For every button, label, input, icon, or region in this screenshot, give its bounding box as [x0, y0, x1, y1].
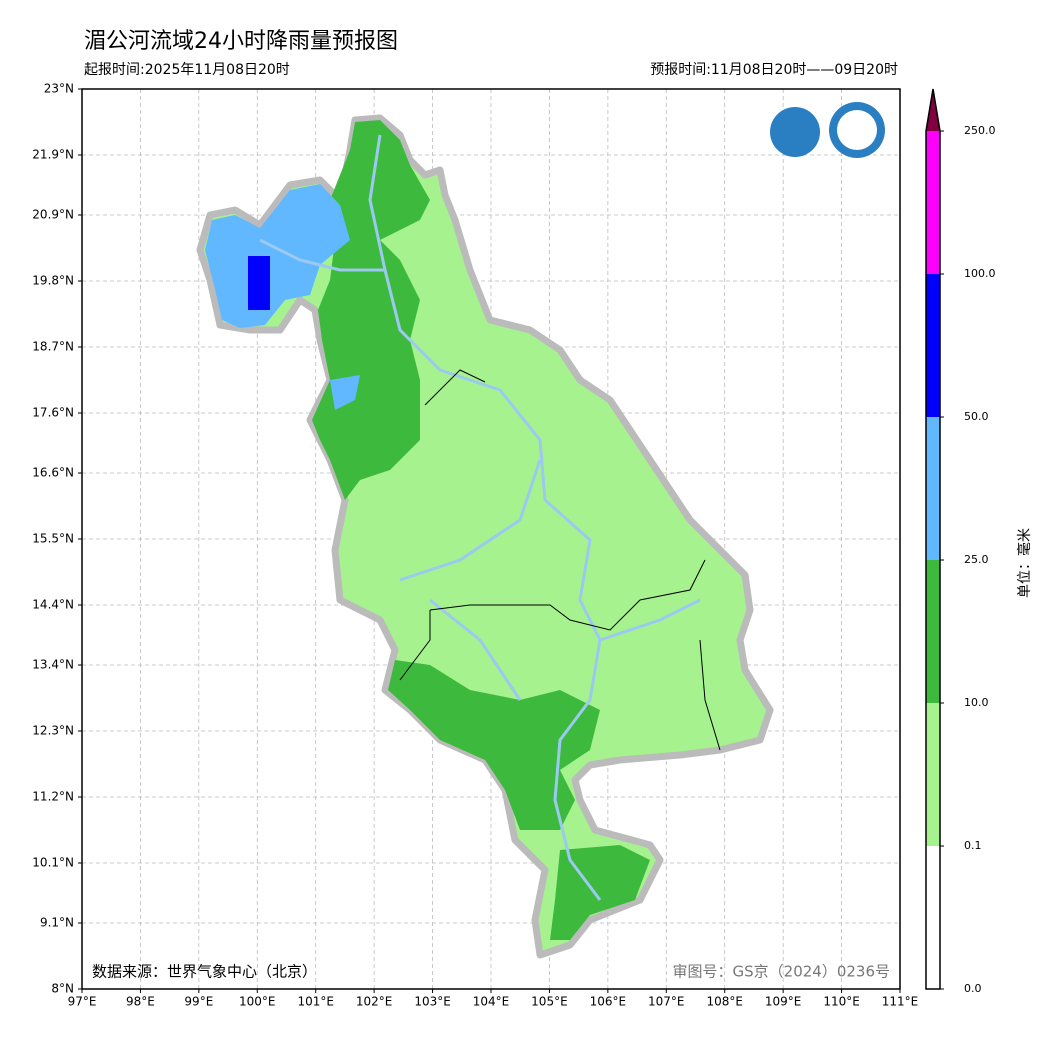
colorbar-segment [926, 560, 940, 703]
rain-10-25 [388, 660, 600, 830]
x-tick-label: 101°E [297, 995, 334, 1009]
y-tick-label: 21.9°N [32, 148, 74, 162]
x-tick-label: 104°E [473, 995, 510, 1009]
y-tick-label: 11.2°N [32, 790, 74, 804]
basin [196, 114, 774, 959]
y-tick-label: 12.3°N [32, 724, 74, 738]
y-tick-label: 15.5°N [32, 532, 74, 546]
colorbar-tick-label: 10.0 [964, 696, 989, 709]
valid-time: 预报时间:11月08日20时——09日20时 [650, 62, 898, 78]
y-tick-label: 20.9°N [32, 208, 74, 222]
colorbar-tick-label: 25.0 [964, 553, 989, 566]
colorbar-segment [926, 274, 940, 417]
x-tick-label: 97°E [68, 995, 97, 1009]
x-tick-label: 107°E [648, 995, 685, 1009]
rain-25-50 [205, 184, 350, 328]
colorbar-extend [926, 89, 940, 131]
y-tick-label: 23°N [44, 82, 74, 96]
y-tick-label: 18.7°N [32, 340, 74, 354]
x-tick-label: 98°E [126, 995, 155, 1009]
rain-10-25 [550, 845, 650, 940]
colorbar-segment [926, 703, 940, 846]
y-tick-label: 8°N [51, 982, 74, 996]
colorbar-label: 单位：毫米 [1016, 528, 1033, 598]
y-tick-label: 16.6°N [32, 466, 74, 480]
borders [399, 369, 721, 751]
y-tick-label: 10.1°N [32, 856, 74, 870]
colorbar-tick-label: 0.1 [964, 839, 982, 852]
data-source: 数据来源：世界气象中心（北京） [92, 963, 317, 981]
colorbar-tick-label: 100.0 [964, 267, 996, 280]
x-tick-label: 106°E [590, 995, 627, 1009]
x-tick-label: 108°E [706, 995, 743, 1009]
y-tick-label: 9.1°N [40, 916, 74, 930]
colorbar-tick-label: 50.0 [964, 410, 989, 423]
issue-time: 起报时间:2025年11月08日20时 [84, 62, 290, 78]
y-tick-label: 14.4°N [32, 598, 74, 612]
colorbar-tick-label: 250.0 [964, 124, 996, 137]
colorbar-tick-label: 0.0 [964, 982, 982, 995]
x-tick-label: 111°E [882, 995, 919, 1009]
cma-logo-inner [837, 110, 877, 150]
x-tick-label: 102°E [356, 995, 393, 1009]
x-tick-label: 109°E [765, 995, 802, 1009]
colorbar-segment [926, 131, 940, 274]
colorbar-segment [926, 417, 940, 560]
review-number: 审图号：GS京（2024）0236号 [673, 963, 891, 981]
x-tick-label: 110°E [823, 995, 860, 1009]
rivers [259, 134, 701, 901]
rain-25-50 [330, 375, 360, 410]
x-tick-label: 99°E [184, 995, 213, 1009]
x-tick-label: 105°E [531, 995, 568, 1009]
axes: 97°E 98°E 99°E 100°E 101°E 102°E 103°E 104°E 105… [32, 82, 918, 1009]
title: 湄公河流域24小时降雨量预报图 [84, 29, 398, 54]
x-tick-label: 100°E [239, 995, 276, 1009]
colorbar-segment [926, 846, 940, 989]
wmo-logo [770, 107, 820, 157]
rain-10-25 [312, 120, 430, 500]
rain-50-100 [248, 256, 270, 310]
y-tick-label: 13.4°N [32, 658, 74, 672]
colorbar: 0.0 0.1 10.0 25.0 50.0 100.0 250.0 [925, 88, 996, 995]
y-tick-label: 17.6°N [32, 406, 74, 420]
colorbar-frame [925, 88, 941, 990]
x-tick-label: 103°E [414, 995, 451, 1009]
y-tick-label: 19.8°N [32, 274, 74, 288]
